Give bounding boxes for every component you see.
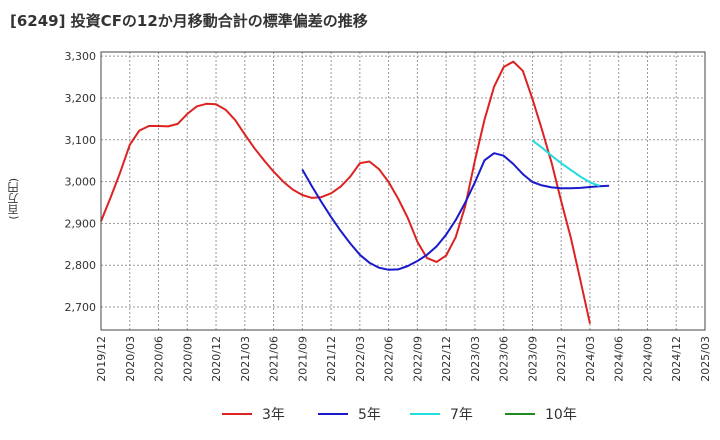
- x-tick-label: 2023/06: [498, 336, 511, 382]
- x-tick-label: 2023/09: [526, 336, 539, 382]
- x-tick-label: 2020/12: [210, 336, 223, 382]
- x-tick-label: 2024/03: [584, 336, 597, 382]
- x-tick-label: 2022/03: [354, 336, 367, 382]
- x-tick-label: 2024/06: [613, 336, 626, 382]
- grid-lines: [100, 52, 706, 330]
- y-tick-label: 3,200: [65, 92, 97, 105]
- x-tick-label: 2024/09: [641, 336, 654, 382]
- chart-legend: 3年 5年 7年 10年: [0, 400, 720, 430]
- legend-swatch-10y: [505, 413, 535, 415]
- legend-swatch-3y: [222, 413, 252, 415]
- series-line-3: [531, 139, 600, 187]
- x-tick-label: 2022/09: [411, 336, 424, 382]
- x-tick-label: 2023/03: [469, 336, 482, 382]
- legend-label-3y: 3年: [262, 407, 285, 423]
- y-axis-ticks: 2,700 2,800 2,900 3,000 3,100 3,200 3,300: [65, 50, 97, 314]
- legend-item-5y: 5年: [318, 404, 381, 424]
- y-tick-label: 2,800: [65, 259, 97, 272]
- legend-swatch-5y: [318, 413, 348, 415]
- x-axis-ticks: 2019/12 2020/03 2020/06 2020/09 2020/12 2021/…: [95, 336, 712, 382]
- series-line-1: [100, 60, 591, 324]
- plot-frame: [100, 51, 706, 331]
- chart-title: [6249] 投資CFの12か月移動合計の標準偏差の推移: [10, 12, 368, 30]
- x-tick-label: 2022/12: [440, 336, 453, 382]
- y-tick-label: 3,100: [65, 134, 97, 147]
- legend-label-7y: 7年: [450, 407, 473, 423]
- y-tick-label: 3,000: [65, 176, 97, 189]
- x-tick-label: 2020/03: [124, 336, 137, 382]
- x-tick-label: 2022/06: [383, 336, 396, 382]
- x-tick-label: 2020/09: [181, 336, 194, 382]
- x-tick-label: 2021/03: [239, 336, 252, 382]
- legend-item-7y: 7年: [410, 404, 473, 424]
- x-tick-label: 2024/12: [670, 336, 683, 382]
- x-tick-label: 2021/06: [268, 336, 281, 382]
- legend-label-10y: 10年: [545, 407, 577, 423]
- y-tick-label: 3,300: [65, 50, 97, 63]
- x-tick-label: 2019/12: [95, 336, 108, 382]
- legend-item-3y: 3年: [222, 404, 285, 424]
- legend-item-10y: 10年: [505, 404, 577, 424]
- x-tick-label: 2021/09: [296, 336, 309, 382]
- x-tick-label: 2020/06: [153, 336, 166, 382]
- y-tick-label: 2,700: [65, 301, 97, 314]
- x-tick-label: 2025/03: [699, 336, 712, 382]
- legend-label-5y: 5年: [358, 407, 381, 423]
- legend-swatch-7y: [410, 413, 440, 415]
- series-lines: [100, 60, 610, 324]
- y-tick-label: 2,900: [65, 217, 97, 230]
- series-line-2: [301, 152, 610, 271]
- x-tick-label: 2023/12: [555, 336, 568, 382]
- x-tick-label: 2021/12: [325, 336, 338, 382]
- line-chart: 2,700 2,800 2,900 3,000 3,100 3,200 3,300 2019…: [65, 50, 713, 382]
